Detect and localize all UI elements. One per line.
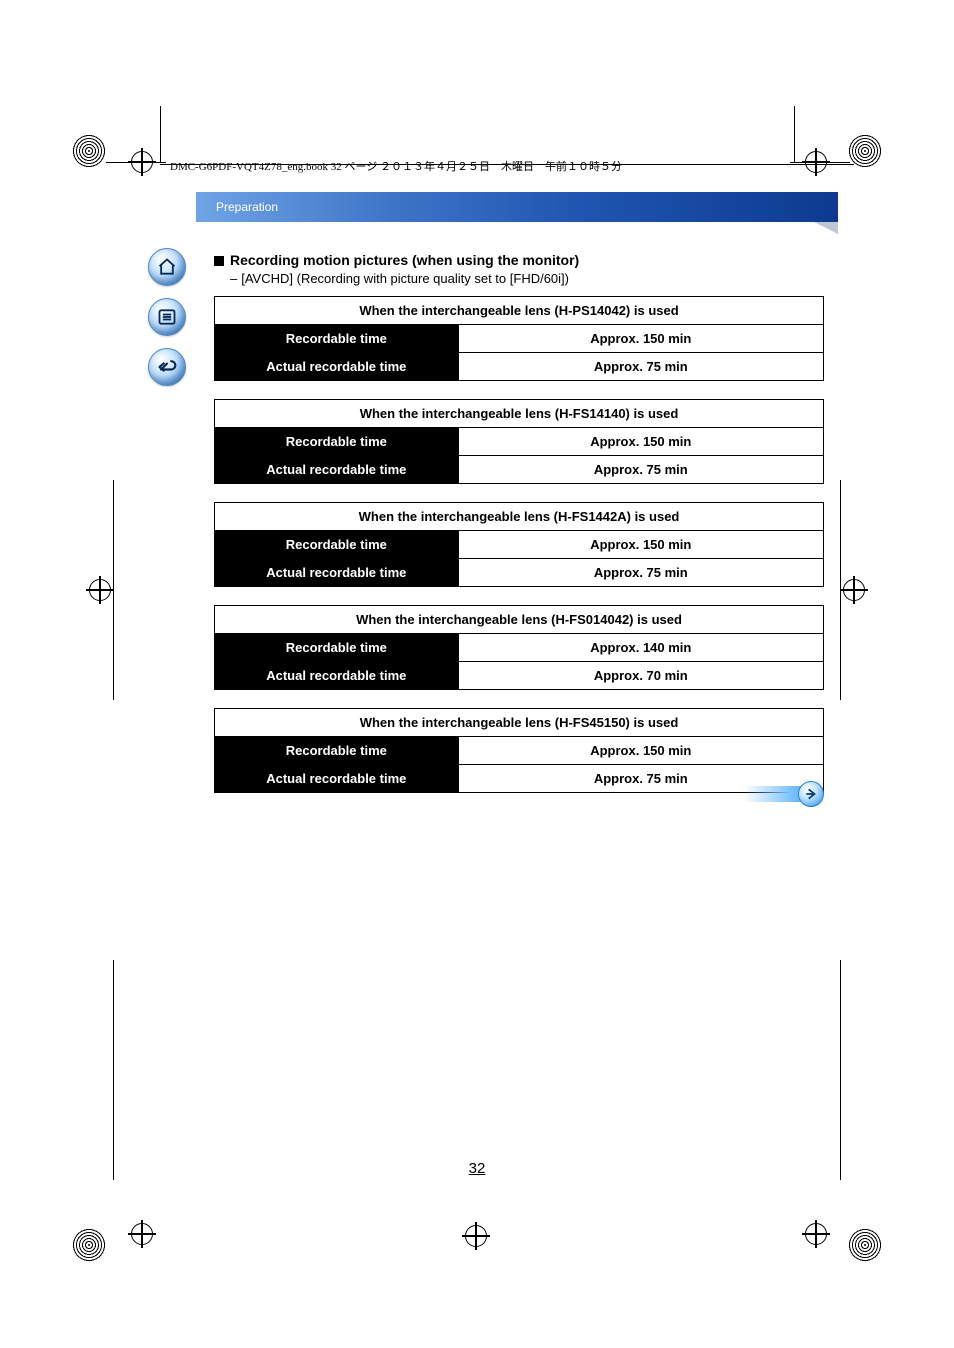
table-row-value: Approx. 140 min: [458, 634, 823, 662]
table-row-value: Approx. 150 min: [458, 428, 823, 456]
reg-hairline-left2: [113, 960, 114, 1180]
breadcrumb: Preparation: [216, 200, 278, 214]
reg-mark-left: [86, 576, 114, 604]
back-icon[interactable]: [148, 348, 186, 386]
reg-hairline-right: [840, 480, 841, 700]
running-header: DMC-G6PDF-VQT4Z78_eng.book 32 ページ ２０１３年４…: [170, 158, 854, 174]
table-row-value: Approx. 70 min: [458, 662, 823, 690]
table-row-label: Recordable time: [215, 428, 459, 456]
page-number: 32: [0, 1160, 954, 1177]
table-row-label: Actual recordable time: [215, 353, 459, 381]
table-header: When the interchangeable lens (H-PS14042…: [215, 297, 824, 325]
table-header: When the interchangeable lens (H-FS45150…: [215, 709, 824, 737]
spec-table: When the interchangeable lens (H-FS45150…: [214, 708, 824, 793]
spec-table: When the interchangeable lens (H-FS1442A…: [214, 502, 824, 587]
table-header: When the interchangeable lens (H-FS14140…: [215, 400, 824, 428]
table-row-value: Approx. 75 min: [458, 559, 823, 587]
section-subtitle-text: [AVCHD] (Recording with picture quality …: [241, 271, 569, 286]
content-area: Recording motion pictures (when using th…: [214, 252, 824, 811]
table-row-label: Recordable time: [215, 737, 459, 765]
home-icon[interactable]: [148, 248, 186, 286]
section-subtitle: –[AVCHD] (Recording with picture quality…: [230, 271, 824, 286]
table-row-label: Recordable time: [215, 531, 459, 559]
table-row-value: Approx. 150 min: [458, 531, 823, 559]
spec-table: When the interchangeable lens (H-FS14140…: [214, 399, 824, 484]
section-title-text: Recording motion pictures (when using th…: [230, 252, 579, 268]
table-row-value: Approx. 75 min: [458, 456, 823, 484]
dash-icon: –: [230, 271, 237, 286]
reg-mark-right: [840, 576, 868, 604]
table-row-value: Approx. 150 min: [458, 737, 823, 765]
sidebar: [148, 248, 186, 386]
bullet-icon: [214, 256, 224, 266]
reg-mark-bottom: [462, 1222, 490, 1250]
menu-icon[interactable]: [148, 298, 186, 336]
table-row-label: Recordable time: [215, 325, 459, 353]
table-header: When the interchangeable lens (H-FS01404…: [215, 606, 824, 634]
table-row-label: Actual recordable time: [215, 765, 459, 793]
reg-hairline-left: [113, 480, 114, 700]
next-arrow-icon: [798, 781, 824, 807]
table-header: When the interchangeable lens (H-FS1442A…: [215, 503, 824, 531]
spec-table: When the interchangeable lens (H-PS14042…: [214, 296, 824, 381]
table-row-label: Actual recordable time: [215, 456, 459, 484]
reg-hairline-right2: [840, 960, 841, 1180]
table-row-label: Actual recordable time: [215, 662, 459, 690]
table-row-value: Approx. 150 min: [458, 325, 823, 353]
table-row-label: Actual recordable time: [215, 559, 459, 587]
section-title: Recording motion pictures (when using th…: [214, 252, 824, 268]
section-header-shadow: [814, 222, 838, 234]
spec-table: When the interchangeable lens (H-FS01404…: [214, 605, 824, 690]
table-row-value: Approx. 75 min: [458, 353, 823, 381]
next-page-arrow[interactable]: [744, 780, 824, 808]
table-row-label: Recordable time: [215, 634, 459, 662]
section-header-bar: Preparation: [196, 192, 838, 222]
